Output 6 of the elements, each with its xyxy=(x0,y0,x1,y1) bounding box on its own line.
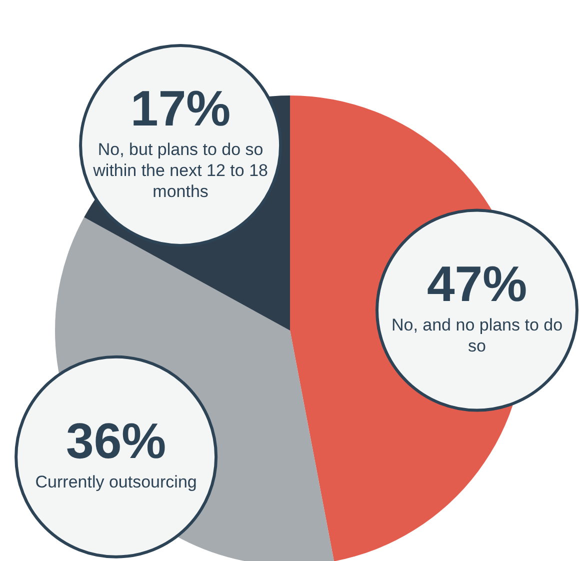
slice-label: Currently outsourcing xyxy=(35,472,197,492)
data-label: 47% xyxy=(426,256,528,312)
data-label: 36% xyxy=(66,413,166,470)
data-label: 17% xyxy=(130,80,231,137)
slice-label: No, but plans to do so within the next 12 to 18 months xyxy=(92,140,268,202)
slice-label: No, and no plans to do so xyxy=(391,315,563,356)
